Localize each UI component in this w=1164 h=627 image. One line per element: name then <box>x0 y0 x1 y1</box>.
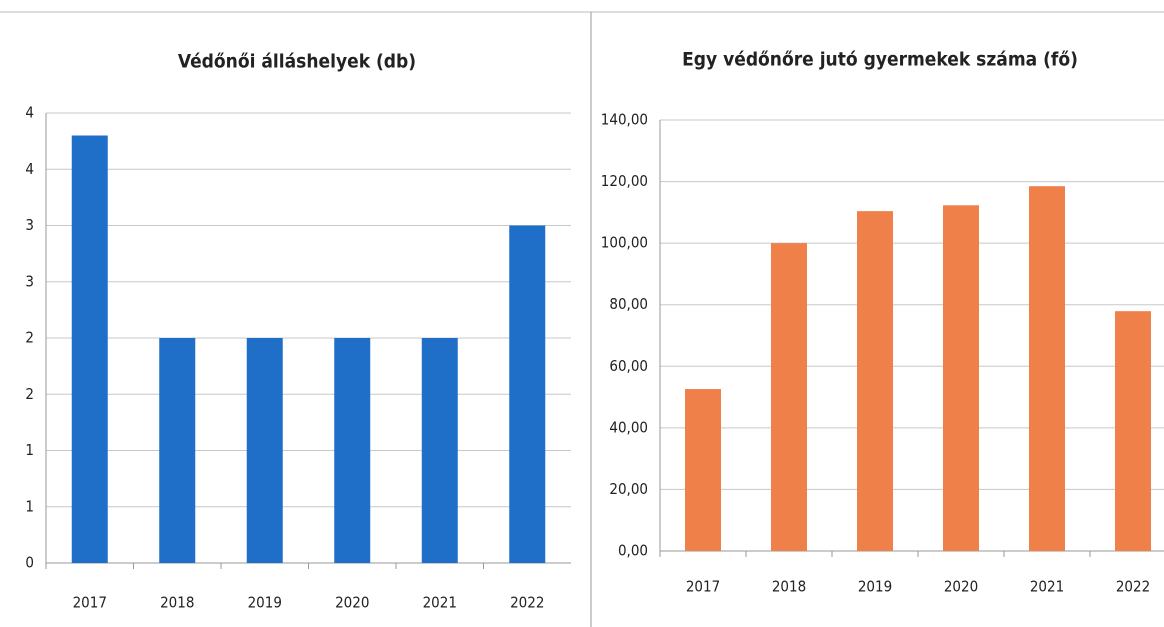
x-tick-label: 2019 <box>248 594 282 612</box>
y-tick-label: 2 <box>25 329 34 347</box>
x-tick-label: 2019 <box>858 578 892 596</box>
bar <box>334 338 371 563</box>
x-tick-label: 2020 <box>335 594 369 612</box>
y-tick-label: 60,00 <box>609 357 648 375</box>
y-tick-label: 1 <box>25 441 34 459</box>
y-tick-label: 100,00 <box>601 234 648 252</box>
x-tick-label: 2021 <box>1030 578 1064 596</box>
bar <box>943 205 979 551</box>
y-tick-label: 120,00 <box>601 172 648 190</box>
bar <box>71 135 108 563</box>
x-tick-label: 2022 <box>1116 578 1150 596</box>
chart-title: Védőnői álláshelyek (db) <box>178 51 416 73</box>
bar <box>1115 311 1151 551</box>
y-tick-label: 2 <box>25 385 34 403</box>
y-tick-label: 4 <box>25 160 34 178</box>
bar <box>857 211 893 551</box>
x-tick-label: 2022 <box>510 594 544 612</box>
y-tick-label: 4 <box>25 104 34 122</box>
bar <box>246 338 283 563</box>
y-tick-label: 0,00 <box>618 542 648 560</box>
x-tick-label: 2017 <box>73 594 107 612</box>
y-tick-label: 40,00 <box>609 418 648 436</box>
bar <box>159 338 196 563</box>
bar <box>771 243 807 551</box>
x-tick-label: 2021 <box>423 594 457 612</box>
y-tick-label: 3 <box>25 272 34 290</box>
y-tick-label: 80,00 <box>609 295 648 313</box>
bar <box>1029 186 1065 552</box>
x-tick-label: 2017 <box>686 578 720 596</box>
y-tick-label: 3 <box>25 216 34 234</box>
x-tick-label: 2018 <box>772 578 806 596</box>
bar <box>685 389 721 551</box>
y-tick-label: 0 <box>25 554 34 572</box>
x-tick-label: 2020 <box>944 578 978 596</box>
y-tick-label: 20,00 <box>609 480 648 498</box>
bar <box>509 225 546 563</box>
y-tick-label: 140,00 <box>601 111 648 129</box>
chart-title: Egy védőnőre jutó gyermekek száma (fő) <box>682 49 1078 71</box>
bar <box>421 338 458 563</box>
x-tick-label: 2018 <box>160 594 194 612</box>
y-tick-label: 1 <box>25 497 34 515</box>
